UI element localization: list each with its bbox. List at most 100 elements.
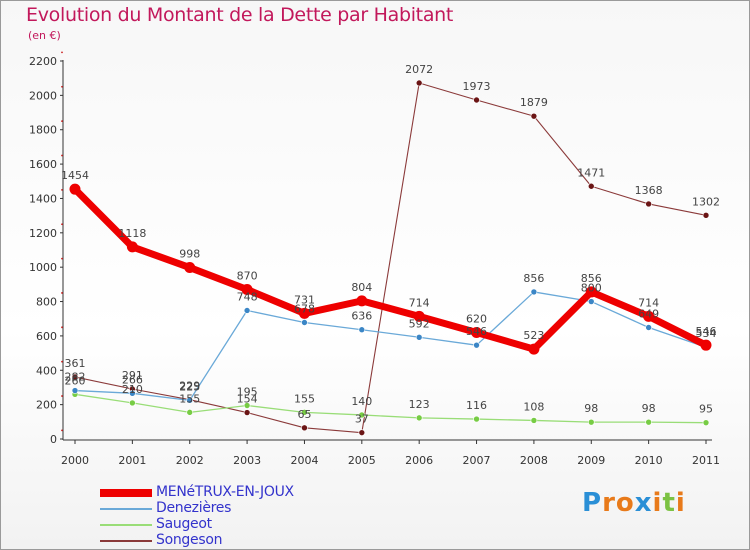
logo-letter: o [615,488,635,518]
data-point [700,339,712,351]
x-tick-label: 2000 [61,454,89,467]
data-label: 546 [696,325,717,338]
data-label: 856 [523,272,544,285]
y-minor-tick [61,188,63,191]
data-label: 1454 [61,169,89,182]
data-label: 748 [237,290,258,303]
data-point [184,262,196,274]
data-label: 523 [523,329,544,342]
data-label: 282 [65,371,86,384]
data-label: 1471 [577,166,605,179]
data-label: 98 [584,402,598,415]
data-point [415,333,423,341]
x-tick-label: 2001 [118,454,146,467]
data-label: 649 [638,307,659,320]
data-label: 65 [297,408,311,421]
data-point [356,295,368,307]
data-label: 714 [409,296,430,309]
logo-letter: i [675,488,686,518]
data-point [243,402,251,409]
data-point [301,424,308,432]
data-label: 800 [581,282,602,295]
legend-swatch-1 [100,508,152,510]
series-line-3 [74,82,707,434]
data-point [645,324,652,331]
data-point [587,182,595,190]
data-label: 714 [638,296,659,309]
data-label: 210 [122,383,143,396]
legend-label-1: Denezières [156,500,232,516]
data-point [301,319,308,326]
data-label: 856 [581,272,602,285]
chart-title: Evolution du Montant de la Dette par Hab… [26,4,454,26]
data-point [473,96,480,104]
data-label: 98 [642,402,656,415]
data-label: 1118 [118,227,146,240]
x-tick-label: 2005 [348,454,376,467]
x-tick-label: 2008 [520,454,548,467]
y-minor-tick [61,120,63,123]
data-label: 260 [65,374,86,387]
data-point [587,298,595,305]
data-point [585,286,597,298]
data-point [71,387,79,394]
data-label: 870 [237,270,258,283]
data-point [129,389,136,397]
legend-label-3: Songeson [156,532,223,548]
data-label: 361 [65,357,86,370]
y-minor-tick [61,326,63,329]
legend-swatch-0 [100,489,152,497]
logo-letter: t [662,488,676,518]
proxiti-logo: Proxiti [582,488,686,518]
data-point [530,417,538,424]
data-label: 266 [122,373,143,386]
data-point [645,418,652,426]
logo-letter: r [602,488,616,518]
y-tick-label: 400 [36,364,57,377]
data-label: 1302 [692,195,720,208]
data-label: 2072 [405,63,433,76]
y-tick-label: 2200 [29,55,57,68]
data-point [473,415,480,423]
y-minor-tick [61,395,63,397]
data-point [301,409,308,416]
legend-label-2: Saugeot [156,516,212,532]
legend-label-0: MENéTRUX-EN-JOUX [156,484,294,500]
x-tick-label: 2004 [290,454,318,467]
data-point [413,310,425,322]
data-label: 154 [237,393,258,406]
y-tick-label: 0 [50,433,57,446]
y-tick-label: 1400 [29,192,57,205]
x-tick-label: 2003 [233,454,261,467]
series-line-0 [71,185,710,353]
data-point [415,414,423,422]
y-minor-tick [61,85,63,88]
y-tick-label: 200 [36,399,57,412]
data-label: 731 [294,293,315,306]
data-point [530,288,538,296]
y-tick-label: 1600 [29,158,57,171]
data-point [587,418,595,426]
data-label: 291 [122,369,143,382]
data-label: 592 [409,317,430,330]
y-minor-tick [61,360,63,363]
data-point [69,183,81,195]
data-point [186,397,194,404]
data-label: 116 [466,399,487,412]
x-tick-label: 2009 [577,454,605,467]
y-tick-label: 600 [36,330,57,343]
data-label: 1879 [520,96,548,109]
data-label: 155 [294,392,315,405]
data-point [358,326,366,334]
data-point [243,307,251,314]
logo-letter: P [582,488,603,518]
data-point [71,373,79,381]
x-tick-label: 2002 [176,454,204,467]
data-point [643,310,655,322]
y-tick-label: 2000 [29,89,57,102]
data-point [471,326,483,338]
data-point [358,411,366,419]
data-label: 37 [355,413,369,426]
